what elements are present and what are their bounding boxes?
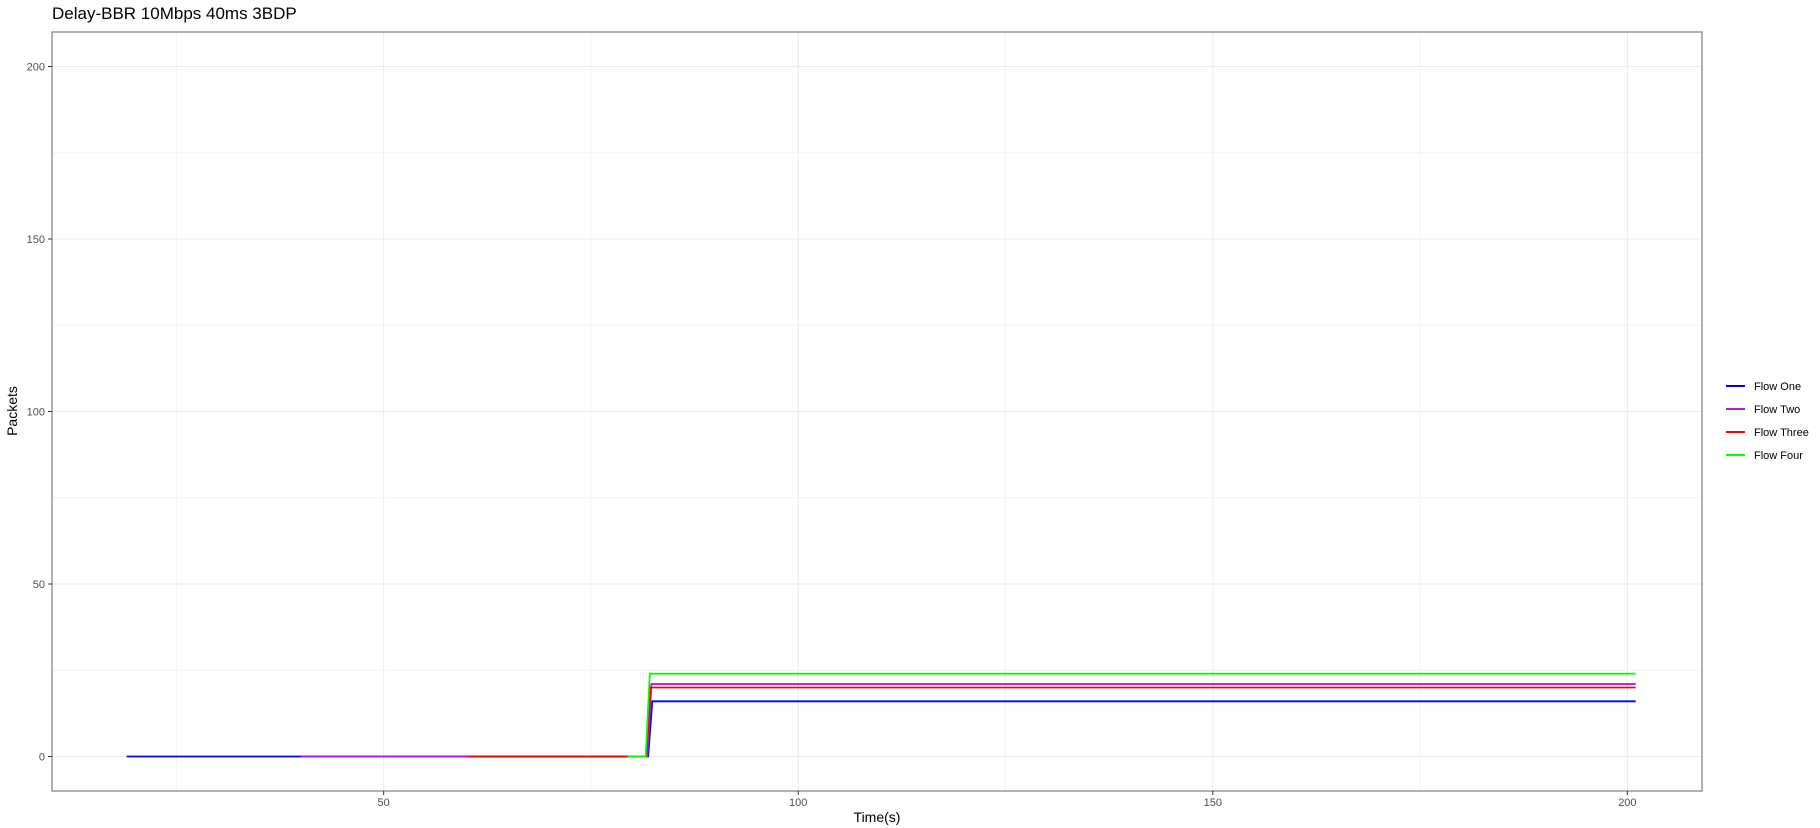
legend-label-flow-one: Flow One — [1754, 381, 1801, 393]
y-tick-label: 200 — [27, 62, 45, 74]
x-tick-label: 150 — [1204, 797, 1222, 809]
series-layer — [126, 672, 1636, 758]
legend-item-flow-four: Flow Four — [1726, 450, 1803, 462]
legend-item-flow-two: Flow Two — [1726, 404, 1800, 416]
y-tick-label: 100 — [27, 407, 45, 419]
legend-label-flow-two: Flow Two — [1754, 404, 1800, 416]
y-axis: 0 50 100 150 200 — [27, 62, 52, 764]
x-tick-label: 50 — [378, 797, 390, 809]
y-axis-title: Packets — [4, 386, 20, 436]
series-line-flow-three — [466, 686, 1636, 758]
y-tick-label: 0 — [39, 752, 45, 764]
legend-label-flow-four: Flow Four — [1754, 450, 1803, 462]
legend-item-flow-one: Flow One — [1726, 381, 1801, 393]
x-axis: 50 100 150 200 — [378, 791, 1637, 809]
y-tick-label: 150 — [27, 234, 45, 246]
x-tick-label: 200 — [1618, 797, 1636, 809]
major-gridlines-x — [383, 32, 1628, 791]
legend: Flow One Flow Two Flow Three Flow Four — [1726, 381, 1809, 462]
plot-panel — [51, 31, 1703, 792]
legend-item-flow-three: Flow Three — [1726, 427, 1809, 439]
y-tick-label: 50 — [33, 579, 45, 591]
x-axis-title: Time(s) — [854, 809, 901, 825]
series-line-flow-four — [628, 672, 1636, 758]
legend-label-flow-three: Flow Three — [1754, 427, 1809, 439]
minor-gridlines-y — [52, 152, 1702, 671]
x-tick-label: 100 — [789, 797, 807, 809]
chart-title: Delay-BBR 10Mbps 40ms 3BDP — [52, 4, 297, 23]
